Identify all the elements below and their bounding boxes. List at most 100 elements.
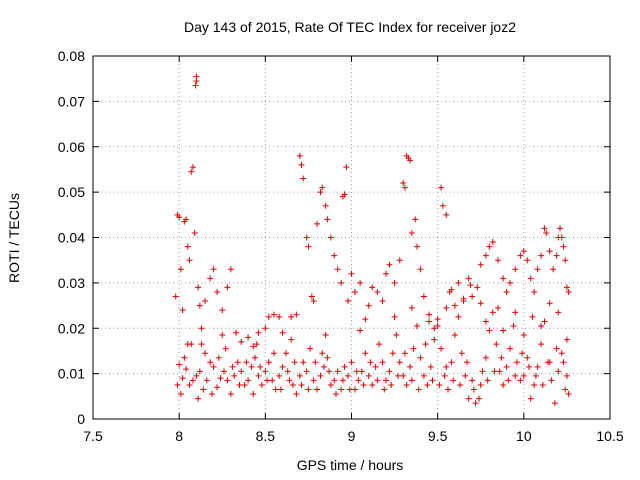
data-point [465, 275, 472, 282]
x-tick-labels: 7.5 8 8.5 9 9.5 10 10.5 [83, 428, 624, 444]
data-point [563, 336, 570, 343]
data-point [236, 381, 243, 388]
data-point [227, 266, 234, 273]
y-tick-label: 0.06 [58, 139, 85, 155]
data-point [303, 234, 310, 241]
data-point [183, 216, 190, 223]
data-point [486, 243, 493, 250]
data-point [176, 361, 183, 368]
data-point [479, 368, 486, 375]
data-point [265, 359, 272, 366]
data-point [253, 341, 260, 348]
data-point [470, 386, 477, 393]
data-point [288, 336, 295, 343]
data-point [438, 184, 445, 191]
data-point [386, 261, 393, 268]
data-point [472, 400, 479, 407]
data-point [345, 372, 352, 379]
data-point [202, 298, 209, 305]
data-point [520, 332, 527, 339]
data-point [510, 322, 517, 329]
data-point [469, 377, 476, 384]
data-point [458, 350, 465, 357]
data-point [289, 381, 296, 388]
data-point [531, 288, 538, 295]
y-tick-label: 0.02 [58, 320, 85, 336]
data-point [493, 341, 500, 348]
data-point [174, 381, 181, 388]
data-point [355, 377, 362, 384]
data-point [188, 168, 195, 175]
data-point [474, 284, 481, 291]
data-point [413, 243, 420, 250]
data-point [563, 284, 570, 291]
data-point [207, 359, 214, 366]
data-point [214, 384, 221, 391]
data-point [465, 395, 472, 402]
data-point [224, 377, 231, 384]
data-point [327, 234, 334, 241]
data-point [331, 377, 338, 384]
data-point [177, 391, 184, 398]
data-point [369, 284, 376, 291]
data-point [448, 359, 455, 366]
data-point [296, 152, 303, 159]
data-point [362, 350, 369, 357]
data-point [558, 234, 565, 241]
data-point [283, 350, 290, 357]
data-point [227, 391, 234, 398]
x-tick-label: 8.5 [256, 428, 276, 444]
data-point [338, 386, 345, 393]
data-point [439, 202, 446, 209]
data-point [208, 391, 215, 398]
data-point [417, 266, 424, 273]
x-tick-label: 9 [348, 428, 356, 444]
data-point [443, 211, 450, 218]
data-point [486, 327, 493, 334]
data-point [539, 381, 546, 388]
data-point [498, 354, 505, 361]
data-point [531, 381, 538, 388]
data-point [408, 377, 415, 384]
data-point [548, 377, 555, 384]
data-point [558, 350, 565, 357]
x-tick-label: 7.5 [83, 428, 103, 444]
data-point [395, 372, 402, 379]
data-point [293, 311, 300, 318]
x-tick-label: 10.5 [596, 428, 623, 444]
y-axis-label: ROTI / TECUs [6, 193, 22, 283]
data-point [303, 368, 310, 375]
data-point [360, 381, 367, 388]
data-point [324, 216, 331, 223]
data-point [312, 359, 319, 366]
data-point [541, 225, 548, 232]
data-point [546, 248, 553, 255]
data-point [172, 293, 179, 300]
data-point [546, 359, 553, 366]
data-point [362, 316, 369, 323]
data-point [319, 350, 326, 357]
y-tick-label: 0.08 [58, 48, 85, 64]
data-point [326, 368, 333, 375]
data-point [298, 161, 305, 168]
data-point [505, 377, 512, 384]
data-point [179, 375, 186, 382]
data-point [358, 368, 365, 375]
data-point [396, 359, 403, 366]
data-point [338, 279, 345, 286]
data-point [184, 341, 191, 348]
data-point [386, 368, 393, 375]
data-point [401, 184, 408, 191]
data-point [527, 275, 534, 282]
data-point [193, 372, 200, 379]
data-point [314, 386, 321, 393]
data-point [408, 304, 415, 311]
data-point [389, 350, 396, 357]
data-point [357, 279, 364, 286]
data-point [374, 377, 381, 384]
data-point [462, 372, 469, 379]
data-point [219, 307, 226, 314]
data-point [262, 325, 269, 332]
data-point [512, 309, 519, 316]
data-point [520, 372, 527, 379]
